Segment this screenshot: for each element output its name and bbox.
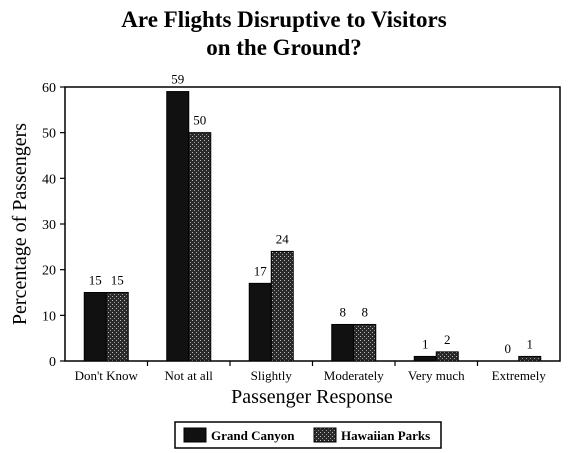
bar-hawaiian-parks-very-much [435,351,459,362]
bar-grand-canyon-moderately [331,323,355,362]
data-label-hawaiian-parks-extremely: 1 [527,336,534,351]
legend-label-grand-canyon: Grand Canyon [211,428,295,443]
data-label-grand-canyon-extremely: 0 [505,341,512,356]
x-tick-label-slightly: Slightly [251,368,293,383]
data-label-grand-canyon-very-much: 1 [422,336,429,351]
y-tick-label: 20 [42,264,56,279]
bar-grand-canyon-very-much [413,355,437,362]
x-tick-label-don-t-know: Don't Know [75,368,139,383]
bar-hawaiian-parks-slightly [270,250,294,362]
legend: Grand Canyon Hawaiian Parks [174,421,442,449]
bar-grand-canyon-don-t-know [83,292,107,362]
bar-hawaiian-parks-extremely [518,355,542,362]
y-tick-label: 60 [42,81,56,96]
bars [83,91,542,362]
x-tick-label-not-at-all: Not at all [165,368,214,383]
bar-hawaiian-parks-not-at-all [188,132,212,362]
data-label-grand-canyon-not-at-all: 59 [171,72,184,87]
x-tick-label-moderately: Moderately [324,368,384,383]
data-label-grand-canyon-don-t-know: 15 [89,273,102,288]
y-axis-label: Percentage of Passengers [9,123,31,325]
y-tick-label: 50 [42,127,56,142]
x-axis-label: Passenger Response [231,386,393,408]
chart-title-line-2: on the Ground? [206,35,362,60]
y-tick-label: 30 [42,218,56,233]
y-axis-ticks: 0 10 20 30 40 50 60 [42,81,65,370]
legend-swatch-hawaiian-parks [313,427,337,443]
x-axis-category-labels: Don't Know Not at all Slightly Moderately Ve… [75,361,547,383]
bar-hawaiian-parks-don-t-know [105,292,129,362]
x-tick-label-extremely: Extremely [492,368,547,383]
legend-label-hawaiian-parks: Hawaiian Parks [341,428,430,443]
y-tick-label: 0 [49,355,56,370]
bar-grand-canyon-not-at-all [166,91,190,362]
data-label-hawaiian-parks-not-at-all: 50 [193,113,206,128]
chart-title-line-1: Are Flights Disruptive to Visitors [121,7,446,32]
y-tick-label: 10 [42,309,56,324]
plot-area [64,86,561,362]
bar-hawaiian-parks-moderately [353,323,377,362]
data-label-hawaiian-parks-don-t-know: 15 [111,273,124,288]
legend-box [174,421,442,449]
data-label-hawaiian-parks-slightly: 24 [276,231,290,246]
x-tick-label-very-much: Very much [408,368,465,383]
legend-swatch-grand-canyon [183,427,207,443]
data-label-grand-canyon-slightly: 17 [254,263,268,278]
data-label-hawaiian-parks-moderately: 8 [362,304,369,319]
y-tick-label: 40 [42,172,56,187]
data-label-hawaiian-parks-very-much: 2 [444,332,451,347]
bar-grand-canyon-slightly [248,282,272,362]
data-label-grand-canyon-moderately: 8 [340,304,347,319]
